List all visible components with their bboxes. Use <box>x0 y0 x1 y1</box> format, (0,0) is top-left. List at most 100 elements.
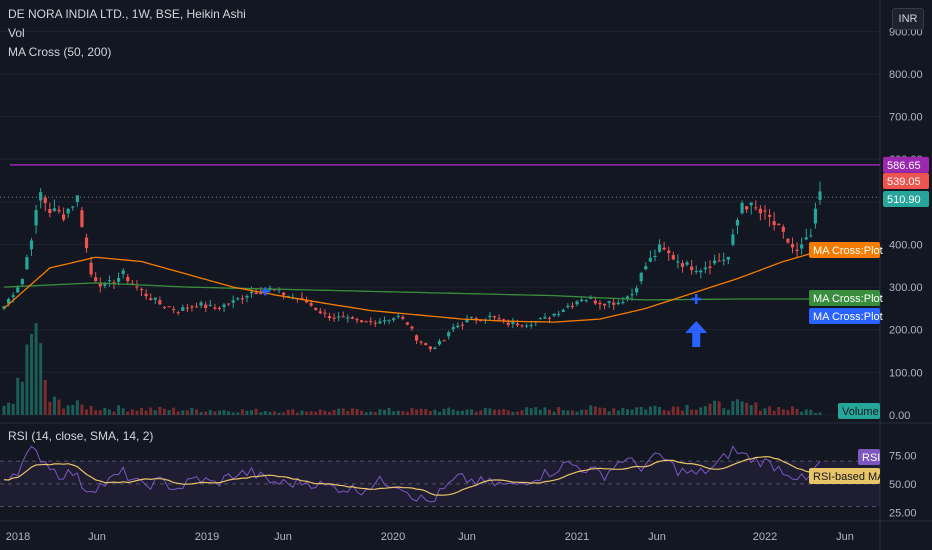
hline-price-tag: 586.65 <box>887 160 921 172</box>
volume-tag: Volume <box>842 406 879 418</box>
candle-body <box>254 292 258 294</box>
time-tick-label: Jun <box>274 531 292 543</box>
candle-body <box>543 317 547 319</box>
volume-bar <box>515 411 519 415</box>
volume-bar <box>89 405 93 415</box>
volume-bar <box>217 410 221 415</box>
candle-body <box>112 282 116 284</box>
candle-body <box>625 296 630 300</box>
rsi-panel <box>0 445 880 508</box>
hline-price-tag-bg <box>883 156 929 173</box>
candle-body <box>57 209 61 212</box>
candle-body <box>39 192 43 201</box>
volume-bar <box>130 409 134 415</box>
candle-body <box>502 319 506 321</box>
candle-body <box>497 318 501 320</box>
volume-bar <box>80 404 84 415</box>
volume-bar <box>800 411 804 415</box>
candle-body <box>685 262 689 265</box>
candle-body <box>424 343 428 346</box>
candle-body <box>589 297 593 299</box>
volume-bar <box>685 404 689 415</box>
currency-button[interactable]: INR <box>892 8 924 30</box>
volume-bar <box>529 408 533 415</box>
volume-bar <box>465 409 469 415</box>
candle-body <box>227 303 231 305</box>
volume-bar <box>263 411 267 415</box>
volume-bar <box>717 401 721 415</box>
time-tick-label: 2020 <box>381 531 405 543</box>
candles <box>2 181 822 352</box>
volume-bar <box>658 406 662 415</box>
candle-body <box>396 315 400 317</box>
volume-bar <box>181 410 185 415</box>
volume-bar <box>341 408 345 415</box>
candle-body <box>199 302 203 306</box>
volume-bar <box>745 402 749 415</box>
volume-bar <box>222 410 226 415</box>
volume-bar <box>52 396 56 415</box>
volume-bar <box>763 408 767 415</box>
volume-bar <box>190 407 194 415</box>
price-tags: 586.65 539.05 510.90 MA Cross:Plot MA Cross:… <box>809 156 929 484</box>
candle-body <box>790 244 795 248</box>
candle-body <box>153 297 157 300</box>
volume-bar <box>20 381 24 415</box>
price-tick-label: 800.00 <box>889 69 923 81</box>
volume-bar <box>231 412 235 415</box>
volume-bar <box>254 408 258 415</box>
time-tick-label: Jun <box>836 531 854 543</box>
candle-body <box>795 249 799 252</box>
volume-bar <box>786 410 790 415</box>
candle-body <box>479 320 483 322</box>
volume-bar <box>497 409 501 415</box>
candle-body <box>593 300 597 304</box>
time-tick-label: Jun <box>648 531 666 543</box>
volume-bar <box>66 405 70 415</box>
candle-body <box>781 226 785 232</box>
volume-bars <box>2 323 822 415</box>
ma-slow-tag-bg <box>809 290 880 306</box>
volume-bar <box>126 411 130 415</box>
candle-body <box>66 208 70 214</box>
candle-body <box>318 311 322 314</box>
volume-bar <box>185 410 189 415</box>
candle-body <box>364 321 368 323</box>
volume-bar <box>813 413 817 415</box>
candle-body <box>635 288 639 293</box>
volume-bar <box>295 412 299 415</box>
ma-slow-line <box>3 282 820 301</box>
candle-body <box>735 219 740 226</box>
candle-body <box>190 306 194 308</box>
candle-body <box>52 208 57 211</box>
volume-bar <box>433 409 437 415</box>
price-tick-label: 100.00 <box>889 367 923 379</box>
candle-body <box>48 209 52 214</box>
candle-body <box>300 297 304 299</box>
volume-bar <box>208 410 212 415</box>
volume-bar <box>98 410 102 415</box>
candle-body <box>208 304 212 306</box>
last-price-tag-bg <box>883 173 929 189</box>
volume-bar <box>364 412 368 415</box>
candle-body <box>561 309 565 312</box>
volume-bar <box>112 411 116 415</box>
volume-bar <box>740 401 744 415</box>
candle-body <box>726 256 730 260</box>
candle-body <box>460 324 465 326</box>
volume-bar <box>671 406 675 415</box>
volume-bar <box>703 406 707 415</box>
volume-bar <box>199 412 203 415</box>
candle-body <box>236 298 240 300</box>
candle-body <box>16 287 20 293</box>
volume-bar <box>204 411 208 415</box>
volume-bar <box>250 410 254 415</box>
candle-body <box>240 298 244 300</box>
close-price-tag-bg <box>883 191 929 207</box>
candle-body <box>515 323 520 326</box>
volume-bar <box>103 407 107 415</box>
candle-body <box>332 317 336 319</box>
volume-bar <box>772 410 776 415</box>
volume-bar <box>428 411 432 415</box>
